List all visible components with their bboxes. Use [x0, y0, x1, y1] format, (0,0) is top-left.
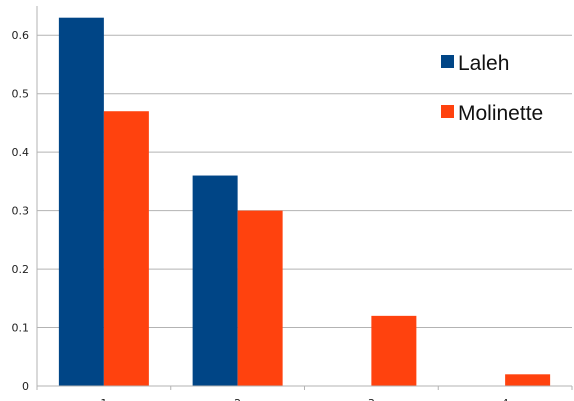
axes: [36, 6, 573, 390]
bar-molinette-1: [103, 111, 149, 386]
y-tick-labels: 0 0.1 0.2 0.3 0.4 0.5 0.6: [12, 29, 30, 393]
x-tick-label: 2: [234, 397, 241, 401]
legend-swatch-molinette: [441, 105, 454, 118]
legend-label-laleh: Laleh: [458, 52, 509, 75]
x-tick-label: 3: [368, 397, 375, 401]
y-tick-label: 0: [22, 380, 29, 393]
bar-laleh-1: [58, 17, 104, 386]
legend-label-molinette: Molinette: [458, 102, 543, 125]
y-tick-label: 0.6: [12, 29, 30, 42]
x-tick-label: 1: [100, 397, 107, 401]
legend-swatch-laleh: [441, 55, 454, 68]
y-tick-label: 0.3: [12, 205, 30, 218]
bar-molinette-4: [505, 374, 551, 386]
y-tick-label: 0.5: [12, 88, 30, 101]
bar-molinette-2: [237, 210, 283, 386]
y-tick-label: 0.4: [12, 146, 30, 159]
legend: Laleh Molinette: [441, 52, 543, 125]
x-tick-labels: 1 2 3 4: [100, 397, 508, 401]
bar-molinette-3: [371, 315, 417, 386]
y-tick-label: 0.2: [12, 263, 30, 276]
bars: [58, 17, 551, 386]
x-tick-label: 4: [502, 397, 509, 401]
y-tick-label: 0.1: [12, 322, 30, 335]
bar-laleh-2: [192, 175, 238, 386]
